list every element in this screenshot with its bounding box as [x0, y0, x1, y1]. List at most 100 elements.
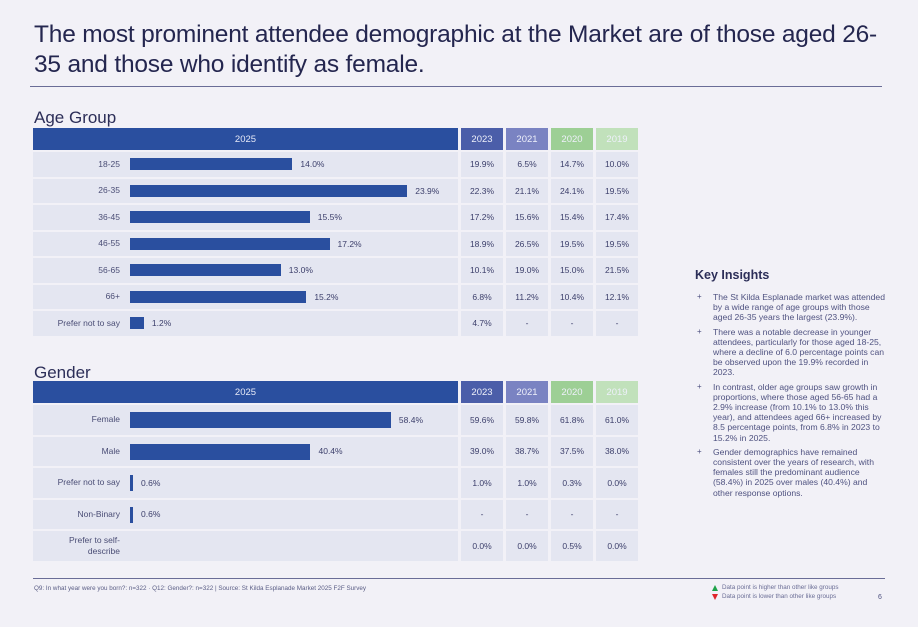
- comparison-cell-2021: 26.5%: [506, 231, 548, 256]
- comparison-cell-2021: 38.7%: [506, 436, 548, 466]
- comparison-cell-2020: 61.8%: [551, 405, 593, 435]
- comparison-cell-2020: 24.1%: [551, 178, 593, 203]
- bar-cell: Prefer not to say 0.6%: [33, 468, 458, 498]
- chart-row: 56-65 13.0% 10.1% 19.0% 15.0% 21.5%: [33, 258, 640, 283]
- comparison-cell-2019: 12.1%: [596, 284, 638, 309]
- header-2020: 2020: [551, 128, 593, 150]
- data-label: 23.9%: [415, 185, 440, 196]
- category-label: 18-25: [98, 158, 120, 169]
- header-2023: 2023: [461, 381, 503, 403]
- chart-row: 26-35 23.9% 22.3% 21.1% 24.1% 19.5%: [33, 178, 640, 203]
- comparison-cell-2023: 39.0%: [461, 436, 503, 466]
- comparison-cell-2019: 0.0%: [596, 468, 638, 498]
- data-label: 58.4%: [398, 414, 424, 425]
- bar: [130, 290, 307, 303]
- header-2023: 2023: [461, 128, 503, 150]
- category-label: Male: [101, 445, 120, 456]
- bar-cell: 18-25 14.0%: [33, 152, 458, 177]
- age-rows: 18-25 14.0% 19.9% 6.5% 14.7% 10.0% 26-35 23.9% 2…: [33, 152, 640, 336]
- bar: [130, 264, 281, 276]
- category-label: 66+: [105, 291, 120, 302]
- bar: [130, 158, 293, 170]
- comparison-cell-2019: 17.4%: [596, 205, 638, 230]
- chart-row: 18-25 14.0% 19.9% 6.5% 14.7% 10.0%: [33, 152, 640, 177]
- category-label: Prefer not to say: [57, 317, 120, 328]
- header-2021: 2021: [506, 381, 548, 403]
- plus-bullet-icon: +: [697, 446, 702, 456]
- chart-row: Prefer not to say 1.2% 4.7% - - -: [33, 311, 640, 336]
- comparison-cell-2023: 6.8%: [461, 284, 503, 309]
- comparison-cell-2023: 17.2%: [461, 205, 503, 230]
- gender-title: Gender: [34, 363, 91, 382]
- bar-cell: Prefer to self-describe: [33, 531, 458, 561]
- header-2025: 2025: [33, 128, 458, 150]
- gender-header-row: 2025 2023 2021 2020 2019: [33, 381, 640, 403]
- header-2019: 2019: [596, 128, 638, 150]
- chart-row: Male 40.4% 39.0% 38.7% 37.5% 38.0%: [33, 436, 640, 466]
- data-label: 15.5%: [317, 212, 342, 223]
- footer-divider: [33, 578, 885, 579]
- comparison-cell-2023: -: [461, 499, 503, 529]
- comparison-cell-2019: 0.0%: [596, 531, 638, 561]
- category-label: Non-Binary: [77, 508, 120, 519]
- comparison-cell-2019: 38.0%: [596, 436, 638, 466]
- comparison-cell-2019: -: [596, 499, 638, 529]
- category-label: Prefer to self-describe: [68, 534, 120, 556]
- comparison-cell-2019: 10.0%: [596, 152, 638, 177]
- bar: [130, 475, 133, 491]
- comparison-cell-2020: 15.0%: [551, 258, 593, 283]
- category-label: 46-55: [98, 238, 120, 249]
- comparison-cell-2021: -: [506, 311, 548, 336]
- chart-row: Non-Binary 0.6% - - - -: [33, 499, 640, 529]
- comparison-cell-2023: 4.7%: [461, 311, 503, 336]
- chart-row: Prefer to self-describe 0.0% 0.0% 0.5% 0.0%: [33, 531, 640, 561]
- category-label: 36-45: [98, 211, 120, 222]
- insight-item: + The St Kilda Esplanade market was atten…: [697, 292, 885, 323]
- comparison-cell-2020: 37.5%: [551, 436, 593, 466]
- bar-cell: 46-55 17.2%: [33, 231, 458, 256]
- data-label: 17.2%: [337, 238, 362, 249]
- data-label: 0.6%: [141, 477, 161, 488]
- comparison-cell-2020: 15.4%: [551, 205, 593, 230]
- comparison-cell-2023: 22.3%: [461, 178, 503, 203]
- comparison-cell-2020: 19.5%: [551, 231, 593, 256]
- category-label: Prefer not to say: [57, 477, 120, 488]
- comparison-cell-2019: 21.5%: [596, 258, 638, 283]
- bar-cell: 26-35 23.9%: [33, 178, 458, 203]
- bar: [130, 211, 310, 223]
- category-label: 56-65: [98, 264, 120, 275]
- comparison-cell-2021: 1.0%: [506, 468, 548, 498]
- comparison-cell-2020: 0.5%: [551, 531, 593, 561]
- comparison-cell-2023: 18.9%: [461, 231, 503, 256]
- bar: [130, 412, 391, 428]
- header-2021: 2021: [506, 128, 548, 150]
- chart-row: Prefer not to say 0.6% 1.0% 1.0% 0.3% 0.0%: [33, 468, 640, 498]
- age-group-chart: 2025 2023 2021 2020 2019 18-25 14.0% 19.9%…: [33, 128, 640, 336]
- insight-item: + In contrast, older age groups saw growt…: [697, 381, 882, 443]
- comparison-cell-2021: 59.8%: [506, 405, 548, 435]
- bar-cell: Male 40.4%: [33, 436, 458, 466]
- bar-cell: 36-45 15.5%: [33, 205, 458, 230]
- chart-row: 66+ 15.2% 6.8% 11.2% 10.4% 12.1%: [33, 284, 640, 309]
- category-label: 26-35: [98, 185, 120, 196]
- age-header-row: 2025 2023 2021 2020 2019: [33, 128, 640, 150]
- page-title: The most prominent attendee demographic …: [34, 21, 878, 78]
- comparison-cell-2020: 0.3%: [551, 468, 593, 498]
- key-insights-panel: Key Insights + The St Kilda Esplanade mar…: [695, 268, 885, 502]
- age-group-title: Age Group: [34, 108, 117, 127]
- comparison-cell-2021: -: [506, 499, 548, 529]
- comparison-cell-2023: 59.6%: [461, 405, 503, 435]
- legend-lower: Data point is lower than other like grou…: [712, 593, 839, 602]
- bar-cell: Non-Binary 0.6%: [33, 499, 458, 529]
- bar: [130, 184, 408, 197]
- plus-bullet-icon: +: [697, 326, 702, 336]
- comparison-cell-2019: 19.5%: [596, 231, 638, 256]
- comparison-cell-2023: 1.0%: [461, 468, 503, 498]
- header-2019: 2019: [596, 381, 638, 403]
- comparison-cell-2020: -: [551, 311, 593, 336]
- insight-item: + There was a notable decrease in younger…: [697, 326, 885, 378]
- data-label: 14.0%: [300, 159, 325, 170]
- comparison-cell-2020: 14.7%: [551, 152, 593, 177]
- data-label: 1.2%: [151, 318, 172, 329]
- comparison-cell-2021: 0.0%: [506, 531, 548, 561]
